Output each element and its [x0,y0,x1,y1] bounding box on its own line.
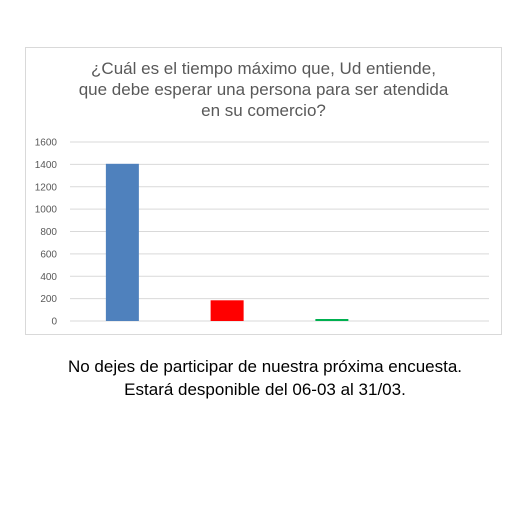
y-axis-ticks: 0 200 400 600 800 1000 1200 1400 1600 [35,138,58,328]
y-tick-label: 1000 [35,205,58,216]
y-tick-label: 1400 [35,160,58,171]
y-tick-label: 0 [51,317,57,328]
survey-footer: No dejes de participar de nuestra próxim… [0,355,530,401]
grid-lines [70,141,489,322]
bar-3 [315,319,349,321]
bar-2 [210,300,244,321]
chart-title: ¿Cuál es el tiempo máximo que, Ud entien… [78,59,449,120]
y-tick-label: 1600 [35,138,58,149]
bar-1 [105,163,139,321]
bars [105,163,349,321]
footer-line-1: No dejes de participar de nuestra próxim… [67,357,463,376]
y-tick-label: 200 [40,294,57,305]
y-tick-label: 400 [40,272,57,283]
y-tick-label: 600 [40,249,57,260]
y-tick-label: 800 [40,227,57,238]
footer-line-2: Estará desponible del 06-03 al 31/03. [124,380,406,399]
chart-frame [25,47,502,335]
y-tick-label: 1200 [35,182,58,193]
